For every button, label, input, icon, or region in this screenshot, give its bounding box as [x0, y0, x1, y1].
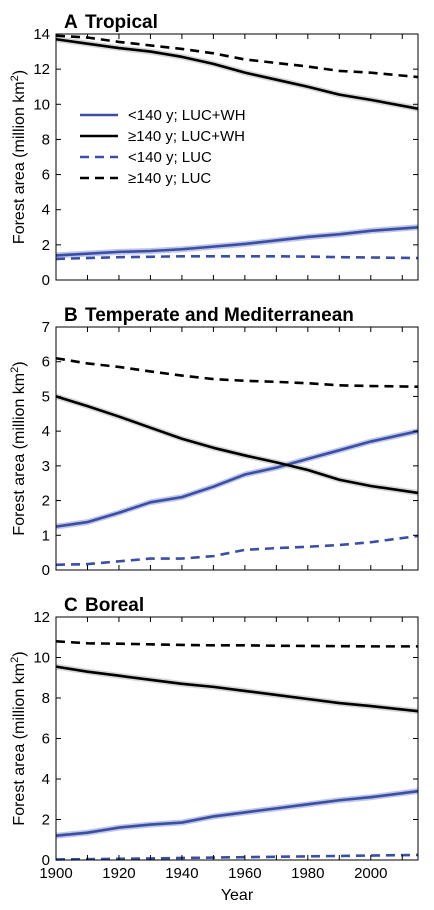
y-tick-label: 14 — [33, 26, 50, 43]
y-tick-label: 0 — [42, 272, 50, 289]
panel-letter: B — [64, 305, 78, 326]
x-axis-label: Year — [221, 887, 254, 904]
panel-title: Boreal — [85, 595, 144, 616]
x-tick-label: 2000 — [354, 865, 387, 882]
series-band — [56, 393, 418, 496]
y-tick-label: 6 — [42, 167, 50, 184]
series-line-1 — [55, 429, 419, 528]
plot-frame — [55, 33, 419, 281]
plot-frame — [55, 326, 419, 571]
panel-b: B Temperate and Mediterranean 0 1 2 3 4 5 6 7 Fore… — [9, 305, 419, 579]
y-tick-label: 5 — [42, 388, 50, 405]
series-line-4 — [55, 640, 418, 648]
plot-frame — [55, 616, 419, 861]
series-line-2 — [55, 665, 419, 713]
panel-letter: C — [64, 595, 78, 616]
y-tick-label: 6 — [42, 354, 50, 371]
y-tick-label: 8 — [42, 690, 50, 707]
x-tick-label: 1920 — [102, 865, 135, 882]
series-line-3 — [55, 853, 419, 861]
y-tick-label: 1 — [42, 527, 50, 544]
y-tick-label: 2 — [42, 493, 50, 510]
series-line-4 — [55, 34, 419, 79]
series-line-1 — [55, 225, 419, 257]
series-line-2 — [55, 395, 419, 495]
panel-a: A Tropical 0 2 4 6 8 10 12 14 Forest area (million… — [9, 12, 419, 289]
panel-title: Tropical — [85, 12, 158, 33]
y-tick-label: 4 — [42, 423, 50, 440]
y-tick-label: 2 — [42, 237, 50, 254]
legend-label: ≥140 y; LUC — [128, 170, 211, 187]
y-tick-label: 6 — [42, 731, 50, 748]
y-tick-label: 0 — [42, 852, 50, 869]
legend-label: ≥140 y; LUC+WH — [128, 128, 245, 145]
series-line-3 — [55, 534, 419, 567]
legend-label: <140 y; LUC+WH — [128, 107, 246, 124]
x-tick-label: 1980 — [291, 865, 324, 882]
y-tick-label: 3 — [42, 458, 50, 475]
series-line-4 — [55, 356, 419, 389]
x-tick-label: 1900 — [39, 865, 72, 882]
y-axis-label: Forest area (million km2) — [9, 361, 28, 535]
y-tick-label: 10 — [33, 96, 50, 113]
y-tick-label: 12 — [33, 61, 50, 78]
panel-title: Temperate and Mediterranean — [85, 305, 354, 326]
y-tick-label: 8 — [42, 131, 50, 148]
x-tick-label: 1960 — [228, 865, 261, 882]
y-tick-label: 4 — [42, 202, 50, 219]
y-tick-label: 12 — [33, 609, 50, 626]
y-tick-label: 4 — [42, 771, 50, 788]
panel-letter: A — [64, 12, 78, 33]
series-line-3 — [55, 254, 419, 261]
y-tick-label: 10 — [33, 650, 50, 667]
y-tick-label: 2 — [42, 812, 50, 829]
panel-c: C Boreal 0 2 4 6 8 10 12 1900 1920 1940 1960 1980 2000… — [9, 595, 419, 904]
y-axis-label: Forest area (million km2) — [9, 651, 28, 825]
y-tick-label: 7 — [42, 319, 50, 336]
legend: <140 y; LUC+WH ≥140 y; LUC+WH <140 y; LUC ≥… — [80, 107, 246, 187]
y-tick-label: 0 — [42, 562, 50, 579]
y-axis-label: Forest area (million km2) — [9, 70, 28, 244]
series-line-2 — [55, 37, 419, 110]
series-line-1 — [55, 789, 419, 837]
x-tick-label: 1940 — [165, 865, 198, 882]
legend-label: <140 y; LUC — [128, 149, 212, 166]
